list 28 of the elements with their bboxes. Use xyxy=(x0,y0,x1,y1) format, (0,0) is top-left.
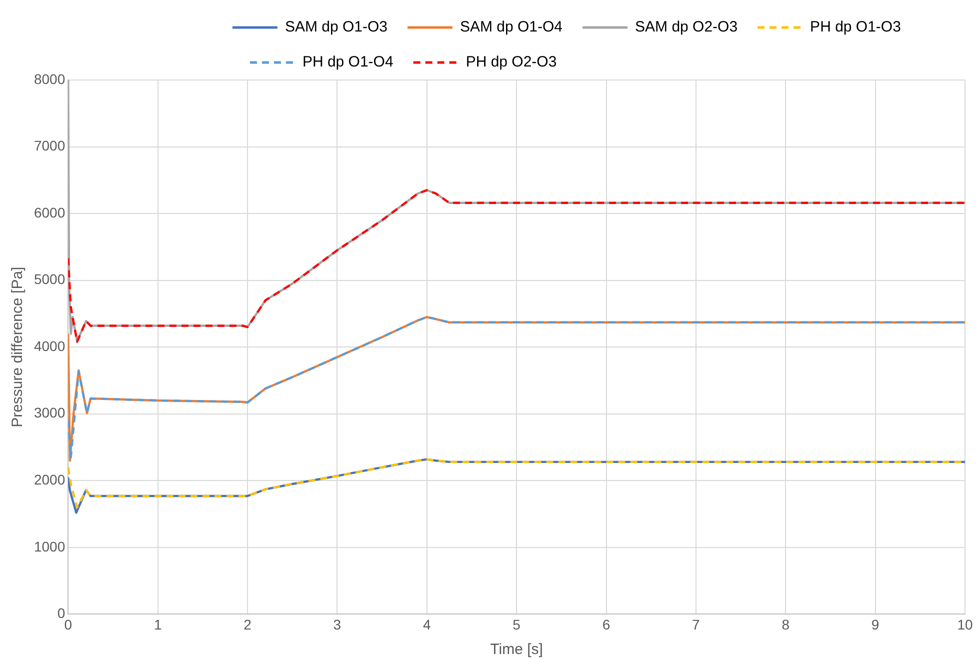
legend-label: PH dp O1-O3 xyxy=(810,18,901,36)
x-tick-label: 4 xyxy=(422,616,431,632)
y-tick-label: 4000 xyxy=(34,338,66,354)
legend-label: SAM dp O2-O3 xyxy=(635,18,738,36)
legend-label: PH dp O1-O4 xyxy=(302,54,394,71)
legend-label: SAM dp O1-O3 xyxy=(284,18,388,36)
legend-label: SAM dp O1-O4 xyxy=(460,18,563,36)
y-tick-label: 6000 xyxy=(34,204,66,220)
x-axis-title: Time [s] xyxy=(490,641,543,658)
x-tick-label: 9 xyxy=(871,616,880,632)
y-tick-label: 0 xyxy=(57,605,66,622)
x-tick-label: 3 xyxy=(333,616,342,632)
x-tick-label: 5 xyxy=(512,616,521,632)
y-axis-title: Pressure difference [Pa] xyxy=(9,266,26,428)
y-tick-label: 8000 xyxy=(34,70,66,87)
y-tick-label: 1000 xyxy=(34,538,66,554)
x-tick-label: 2 xyxy=(244,616,252,632)
x-tick-label: 8 xyxy=(782,616,790,632)
y-tick-label: 2000 xyxy=(34,472,66,488)
y-tick-label: 5000 xyxy=(34,271,66,288)
y-tick-label: 3000 xyxy=(34,404,66,421)
y-tick-label: 7000 xyxy=(34,138,66,154)
x-tick-label: 6 xyxy=(602,616,610,632)
x-tick-label: 1 xyxy=(154,616,162,632)
x-tick-label: 7 xyxy=(692,616,700,632)
line-series xyxy=(68,189,965,343)
x-tick-label: 10 xyxy=(957,616,973,632)
legend-label: PH dp O2-O3 xyxy=(466,54,557,71)
